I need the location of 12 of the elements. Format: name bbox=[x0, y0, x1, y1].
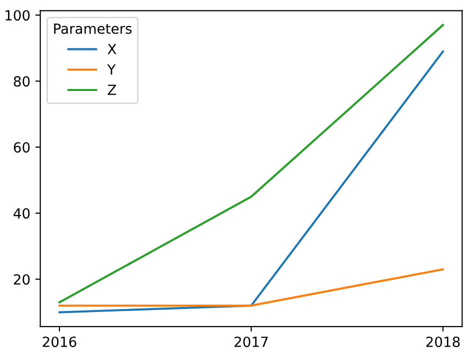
legend-label: X bbox=[108, 44, 116, 54]
y-tick-label: 20 bbox=[14, 274, 30, 285]
y-tick-label: 100 bbox=[6, 10, 30, 21]
y-tick-label: 40 bbox=[14, 208, 30, 219]
y-tick-label: 60 bbox=[14, 142, 30, 153]
legend-title: Parameters bbox=[54, 24, 132, 34]
y-tick-label: 80 bbox=[14, 76, 30, 87]
x-tick-label: 2017 bbox=[234, 336, 268, 348]
legend-label: Z bbox=[108, 84, 116, 95]
x-tick-label: 2018 bbox=[426, 336, 460, 348]
x-tick-label: 2016 bbox=[42, 336, 76, 348]
legend-label: Y bbox=[107, 64, 116, 74]
